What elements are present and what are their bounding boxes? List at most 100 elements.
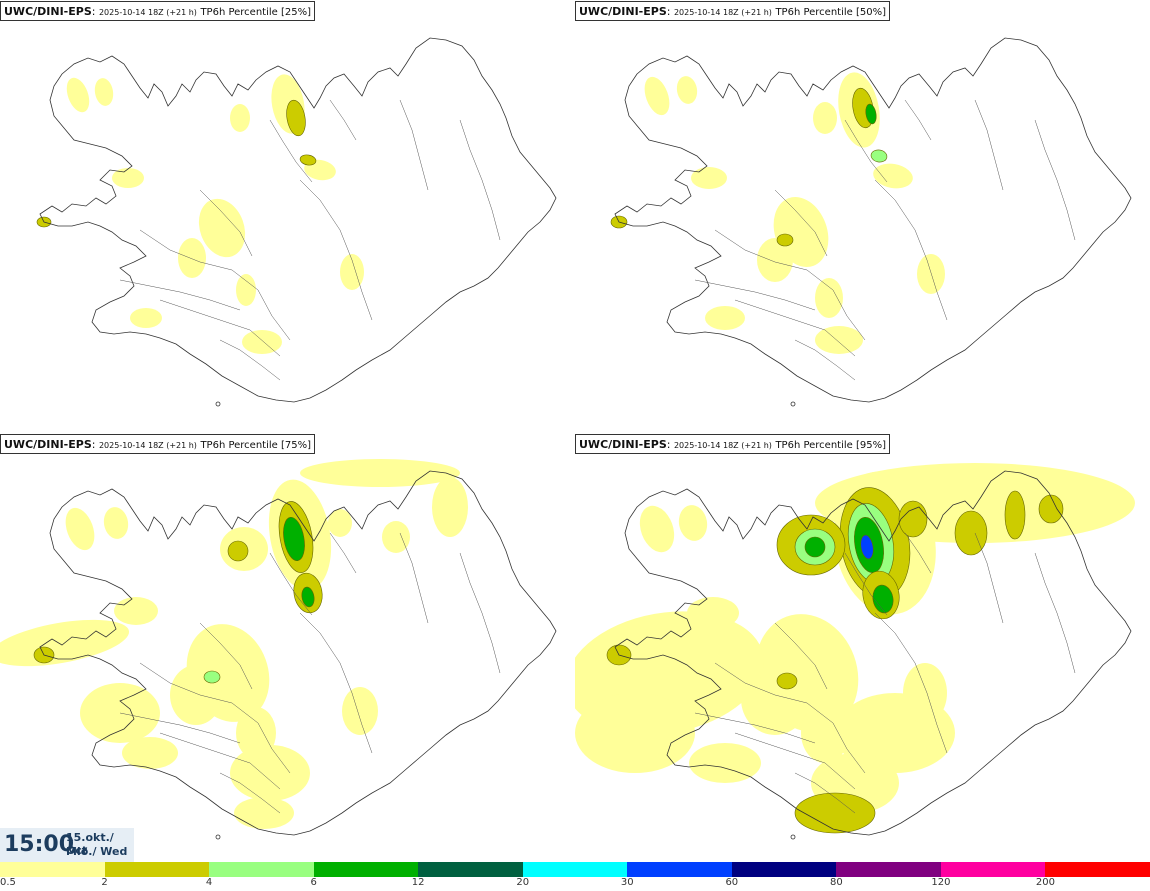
precip-area	[283, 516, 305, 562]
road-line	[694, 712, 816, 744]
precip-area	[1004, 490, 1026, 540]
road-line	[199, 189, 253, 257]
coastline	[39, 37, 557, 403]
colorbar-tick-label: 30	[620, 877, 634, 888]
road-line	[904, 99, 932, 141]
road-line	[459, 119, 501, 241]
precip-area	[432, 477, 468, 537]
variable-name: TP6h Percentile [75%]	[200, 440, 311, 451]
precip-area	[1038, 494, 1064, 524]
valid-weekday: Mið./ Wed	[66, 845, 128, 858]
precip-area	[130, 308, 162, 328]
road-line	[119, 279, 241, 311]
road-line	[714, 662, 866, 774]
precip-area	[0, 619, 130, 667]
precip-area	[691, 167, 727, 189]
precip-area	[300, 459, 460, 487]
colorbar-segment	[0, 862, 105, 877]
precip-area	[639, 505, 675, 553]
precip-area	[236, 707, 276, 759]
road-line	[714, 229, 866, 341]
precip-area	[203, 670, 221, 684]
road-line	[399, 99, 429, 191]
precip-area	[382, 521, 410, 553]
road-line	[694, 279, 816, 311]
precip-area	[801, 703, 849, 763]
road-line	[734, 299, 856, 357]
run-time: 2025-10-14 18Z (+21 h)	[673, 8, 772, 17]
precip-area	[705, 306, 745, 330]
precip-area	[103, 507, 129, 539]
road-line	[1034, 119, 1076, 241]
precip-area	[94, 78, 114, 106]
run-time: 2025-10-14 18Z (+21 h)	[98, 441, 197, 450]
precip-area	[230, 745, 310, 801]
title-separator: :	[666, 438, 674, 451]
precip-area	[898, 500, 928, 538]
map-panel: UWC/DINI-EPS: 2025-10-14 18Z (+21 h) TP6…	[0, 433, 575, 861]
precip-area	[644, 76, 670, 116]
colorbar-segment	[104, 862, 210, 877]
road-line	[974, 99, 1004, 191]
precipitation-colorbar	[0, 862, 1150, 877]
iceland-precipitation-map	[575, 463, 1135, 840]
colorbar-tick-label: 6	[310, 877, 317, 888]
colorbar-ticks: 0.5 2 4 6 12 20 30 60 80 120 200	[0, 877, 1150, 891]
colorbar-tick-label: 60	[725, 877, 739, 888]
road-line	[844, 552, 888, 616]
coastline	[614, 37, 1132, 403]
road-line	[139, 229, 291, 341]
precip-area	[870, 149, 888, 163]
colorbar-segment	[940, 862, 1046, 877]
run-time: 2025-10-14 18Z (+21 h)	[673, 441, 772, 450]
precip-area	[342, 687, 378, 735]
road-line	[119, 712, 241, 744]
precipitation-fields	[610, 72, 945, 354]
colorbar-tick-label: 4	[205, 877, 213, 888]
precip-area	[178, 238, 206, 278]
precip-area	[65, 507, 95, 551]
road-line	[874, 179, 948, 321]
title-separator: :	[666, 5, 674, 18]
model-name: UWC/DINI-EPS	[4, 438, 92, 451]
precip-area	[114, 597, 158, 625]
road-line	[299, 179, 373, 321]
map-panel: UWC/DINI-EPS: 2025-10-14 18Z (+21 h) TP6…	[575, 433, 1150, 861]
colorbar-segment	[731, 862, 837, 877]
road-line	[329, 99, 357, 141]
precip-area	[813, 102, 837, 134]
island	[215, 401, 221, 407]
precip-area	[917, 254, 945, 294]
precip-area	[340, 254, 364, 290]
precip-area	[815, 278, 843, 318]
precip-area	[66, 77, 90, 113]
variable-name: TP6h Percentile [25%]	[200, 7, 311, 18]
precip-area	[954, 510, 988, 556]
precip-area	[299, 154, 317, 166]
road-line	[199, 622, 253, 690]
precip-area	[689, 743, 761, 783]
valid-hour: 15:00	[4, 832, 75, 857]
panel-title: UWC/DINI-EPS: 2025-10-14 18Z (+21 h) TP6…	[575, 434, 890, 454]
precip-area	[301, 586, 315, 608]
road-line	[219, 339, 281, 381]
precip-area	[678, 505, 708, 541]
precip-area	[815, 326, 863, 354]
colorbar-tick-label: 2	[101, 877, 108, 888]
valid-time-box: 15:00 15.okt./ Oct Mið./ Wed	[0, 828, 134, 862]
precipitation-fields	[36, 74, 364, 354]
title-separator: :	[91, 5, 99, 18]
colorbar-segment	[209, 862, 314, 877]
precip-area	[286, 99, 306, 137]
precip-area	[236, 274, 256, 306]
road-line	[459, 552, 501, 674]
variable-name: TP6h Percentile [50%]	[775, 7, 886, 18]
iceland-precipitation-map	[0, 459, 557, 840]
panel-title: UWC/DINI-EPS: 2025-10-14 18Z (+21 h) TP6…	[575, 1, 890, 21]
title-separator: :	[91, 438, 99, 451]
panel-title: UWC/DINI-EPS: 2025-10-14 18Z (+21 h) TP6…	[0, 434, 315, 454]
precip-area	[804, 536, 826, 558]
road-line	[269, 552, 313, 616]
colorbar-segment	[836, 862, 941, 877]
road-line	[329, 532, 357, 574]
